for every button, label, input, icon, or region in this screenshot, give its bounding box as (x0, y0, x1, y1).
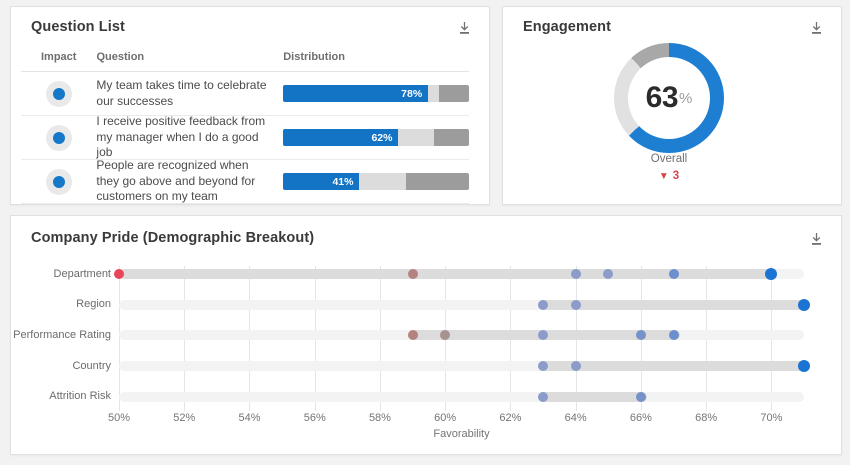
data-point (570, 299, 581, 310)
data-point (570, 361, 581, 372)
favorable-segment: 41% (283, 173, 360, 190)
range-band (119, 269, 778, 279)
data-point (798, 360, 811, 373)
distribution-bar: 41% (283, 173, 469, 190)
x-tick-label: 66% (629, 412, 652, 424)
delta-value: 3 (672, 170, 680, 182)
data-point (114, 269, 124, 279)
category-label: Country (72, 359, 111, 372)
data-point (538, 330, 549, 341)
x-tick-label: 58% (368, 412, 391, 424)
data-point (538, 391, 549, 402)
data-point (538, 361, 549, 372)
data-point (668, 330, 679, 341)
x-axis-title: Favorability (433, 428, 490, 440)
category-label: Performance Rating (13, 328, 111, 341)
column-distribution: Distribution (283, 51, 345, 63)
x-tick-label: 68% (695, 412, 718, 424)
impact-dot-icon (52, 175, 65, 188)
neutral-segment (428, 85, 440, 102)
x-tick-label: 56% (303, 412, 326, 424)
triangle-down-icon: ▼ (658, 171, 669, 182)
data-point (798, 298, 811, 311)
question-list-panel: Question List Impact Question Distributi… (10, 6, 490, 205)
neutral-segment (398, 129, 434, 146)
data-point (538, 299, 549, 310)
table-row: People are recognized when they go above… (21, 158, 469, 204)
data-point (603, 269, 614, 279)
unfavorable-segment (405, 173, 469, 190)
panel-title: Question List (31, 19, 125, 35)
donut-center: 63 % (628, 57, 710, 139)
favorable-label: 41% (332, 175, 354, 188)
question-text: My team takes time to celebrate our succ… (96, 77, 267, 108)
column-question: Question (96, 51, 145, 63)
axis-strip (119, 299, 804, 310)
range-band (538, 361, 804, 372)
impact-indicator (45, 80, 72, 107)
table-header: Impact Question Distribution (21, 37, 469, 72)
data-point (635, 391, 646, 402)
x-tick-label: 62% (499, 412, 522, 424)
data-point (765, 268, 778, 280)
question-text: People are recognized when they go above… (96, 158, 256, 204)
data-point (635, 330, 646, 341)
dot-plot: 50% 52% 54% 56% 58% 60% 62% 64% 66% 68% 70% Departm… (11, 216, 843, 456)
impact-indicator (45, 168, 72, 195)
engagement-score: 63 (645, 81, 679, 114)
range-band (538, 299, 804, 310)
axis-strip (119, 391, 804, 402)
data-point (570, 269, 581, 279)
data-point (440, 330, 451, 341)
data-point (407, 330, 418, 341)
table-row: My team takes time to celebrate our succ… (21, 72, 469, 116)
engagement-donut-chart: 63 % (614, 43, 724, 153)
x-tick-label: 64% (564, 412, 587, 424)
delta-badge: ▼ 3 (594, 170, 744, 182)
neutral-segment (359, 173, 406, 190)
distribution-bar: 62% (283, 129, 469, 146)
data-point (407, 269, 418, 279)
range-band (538, 391, 647, 402)
axis-strip (119, 361, 804, 372)
question-text: I receive positive feedback from my mana… (96, 114, 266, 160)
data-point (668, 269, 679, 279)
favorable-segment: 62% (283, 129, 399, 146)
x-tick-label: 70% (760, 412, 783, 424)
impact-dot-icon (52, 87, 65, 100)
panel-title: Engagement (523, 19, 612, 35)
table-row: I receive positive feedback from my mana… (21, 114, 469, 160)
category-label: Attrition Risk (49, 390, 111, 403)
favorable-label: 78% (401, 87, 423, 100)
panel-title: Company Pride (Demographic Breakout) (31, 230, 315, 246)
donut-caption: Overall (650, 153, 688, 165)
x-tick-label: 50% (107, 412, 131, 424)
unfavorable-segment (433, 129, 469, 146)
unfavorable-segment (439, 85, 469, 102)
impact-indicator (45, 124, 72, 151)
favorable-segment: 78% (283, 85, 429, 102)
x-tick-label: 52% (173, 412, 196, 424)
impact-dot-icon (52, 131, 65, 144)
company-pride-panel: Company Pride (Demographic Breakout) 50%… (10, 215, 842, 455)
engagement-score-unit: % (679, 89, 693, 107)
category-label: Region (76, 298, 111, 311)
download-icon[interactable] (808, 19, 825, 37)
question-table-body: My team takes time to celebrate our succ… (21, 72, 469, 204)
download-icon[interactable] (456, 19, 473, 37)
category-label: Department (53, 267, 111, 280)
x-tick-label: 60% (434, 412, 457, 424)
distribution-bar: 78% (283, 85, 469, 102)
x-tick-label: 54% (238, 412, 261, 424)
column-impact: Impact (41, 51, 77, 63)
engagement-panel: Engagement 63 % Overall ▼ 3 (502, 6, 842, 205)
download-icon[interactable] (808, 230, 825, 248)
favorable-label: 62% (371, 131, 393, 144)
